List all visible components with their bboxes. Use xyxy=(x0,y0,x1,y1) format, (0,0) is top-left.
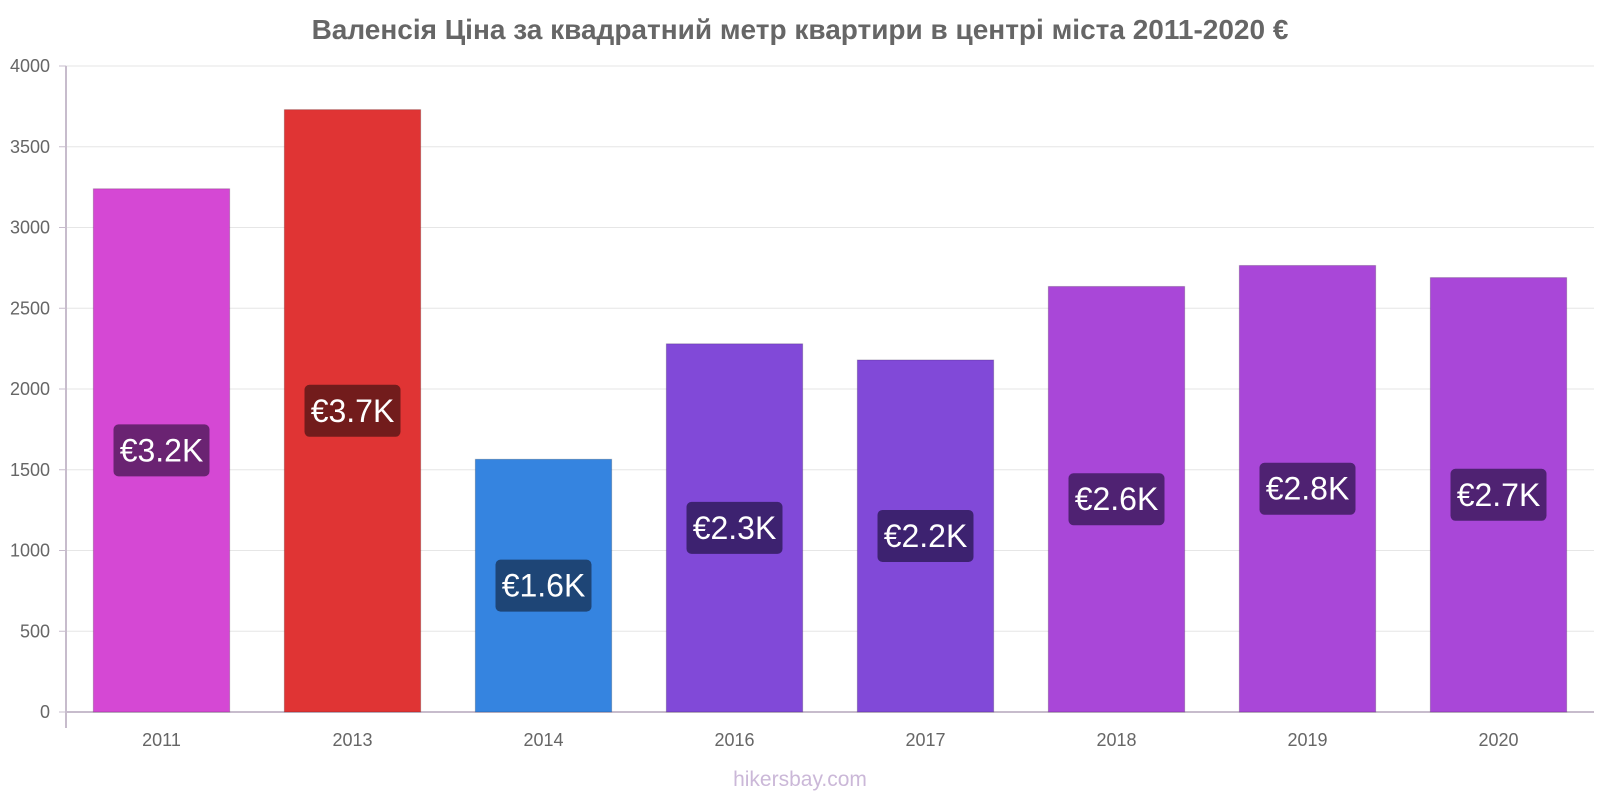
y-tick-label: 3000 xyxy=(10,218,50,238)
value-label-box xyxy=(304,384,401,437)
value-label-box xyxy=(1259,462,1356,515)
chart-title: Валенсія Ціна за квадратний метр квартир… xyxy=(311,14,1289,45)
x-tick-labels: 2011 2013 2014 2016 2017 2018 2019 2020 xyxy=(142,730,1518,750)
y-tick-label: 0 xyxy=(40,702,50,722)
y-tick-label: 1000 xyxy=(10,541,50,561)
value-label: €2.2K xyxy=(884,518,968,554)
y-tick-label: 1500 xyxy=(10,460,50,480)
value-label: €1.6K xyxy=(502,568,586,604)
x-tick-label: 2018 xyxy=(1096,730,1136,750)
value-label-box xyxy=(113,424,210,477)
value-label: €2.8K xyxy=(1266,471,1350,507)
value-label: €2.7K xyxy=(1457,477,1541,513)
x-tick-label: 2016 xyxy=(714,730,754,750)
y-tick-labels: 0 500 1000 1500 2000 2500 3000 3500 4000 xyxy=(10,56,50,722)
y-tick-label: 2500 xyxy=(10,298,50,318)
value-label: €2.6K xyxy=(1075,481,1159,517)
y-tick-label: 2000 xyxy=(10,379,50,399)
x-tick-label: 2011 xyxy=(142,730,181,750)
value-label-box xyxy=(495,559,592,612)
y-tick-label: 500 xyxy=(20,621,50,641)
x-tick-label: 2017 xyxy=(905,730,945,750)
x-tick-label: 2019 xyxy=(1287,730,1327,750)
value-label-box xyxy=(686,501,783,554)
value-labels: €3.2K €3.7K €1.6K €2.3K €2.2K €2.6K €2.8K €2.7K xyxy=(113,384,1547,612)
watermark: hikersbay.com xyxy=(733,768,867,791)
x-tick-label: 2020 xyxy=(1478,730,1518,750)
x-tick-label: 2014 xyxy=(523,730,563,750)
value-label: €3.7K xyxy=(311,393,395,429)
value-label-box xyxy=(877,509,974,562)
value-label-box xyxy=(1068,473,1165,526)
x-tick-label: 2013 xyxy=(332,730,372,750)
y-tick-label: 4000 xyxy=(10,56,50,76)
value-label-box xyxy=(1450,468,1547,521)
y-tick-label: 3500 xyxy=(10,137,50,157)
value-label: €2.3K xyxy=(693,510,777,546)
value-label: €3.2K xyxy=(120,432,204,468)
